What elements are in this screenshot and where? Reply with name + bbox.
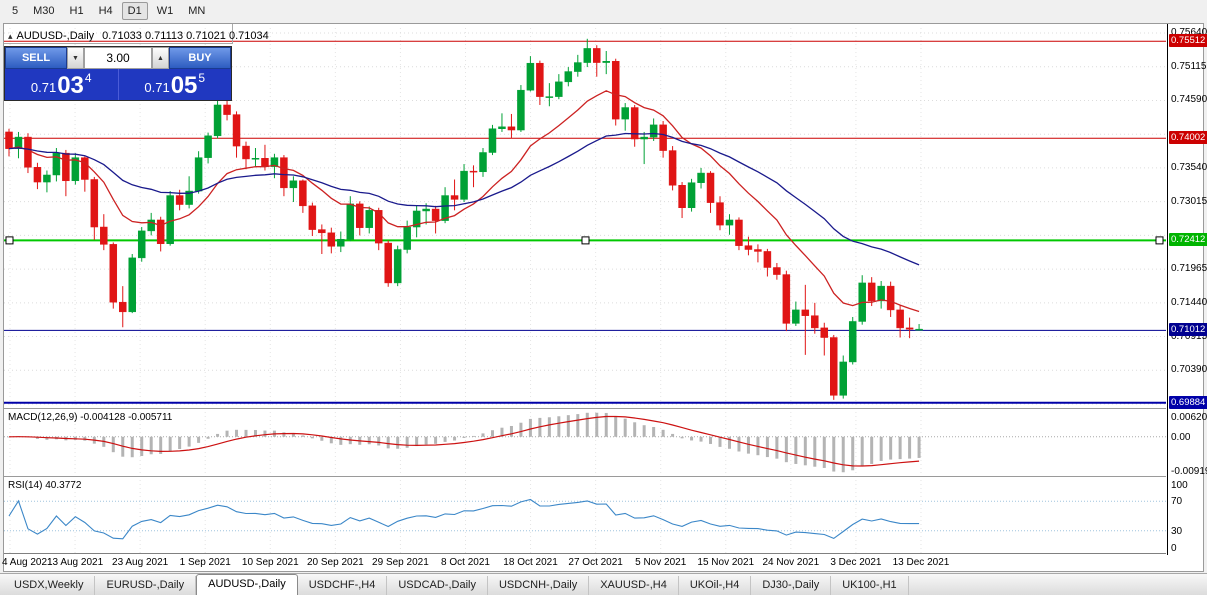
timeframe-button-m30[interactable]: M30: [33, 5, 55, 17]
sell-price-big-digits: 03: [57, 72, 84, 99]
price-axis-label: 0.70915: [1171, 330, 1207, 342]
date-axis-label: 8 Oct 2021: [441, 557, 490, 568]
date-axis-label: 3 Dec 2021: [830, 557, 882, 568]
price-axis-label: 0.70390: [1171, 364, 1207, 376]
chart-tab-ukoil-h4[interactable]: UKOil-,H4: [679, 576, 752, 595]
timeframe-button-w1[interactable]: W1: [156, 5, 174, 17]
chart-tab-usdchf-h4[interactable]: USDCHF-,H4: [298, 576, 388, 595]
rsi-axis-label: 0: [1171, 543, 1177, 554]
macd-axis-label: 0.006201: [1171, 412, 1207, 423]
rsi-axis-label: 70: [1171, 496, 1183, 508]
buy-price-prefix: 0.71: [144, 80, 170, 95]
date-axis-label: 5 Nov 2021: [635, 557, 687, 568]
chart-title: ▴ AUDUSD-,Daily 0.71033 0.71113 0.71021 0.…: [8, 30, 269, 42]
volume-increase-button[interactable]: ▲: [152, 47, 169, 69]
timeframe-button-5[interactable]: 5: [12, 5, 19, 17]
sell-price-pip-digit: 4: [84, 71, 92, 85]
rsi-indicator-label: RSI(14) 40.3772: [8, 480, 82, 491]
sell-price-prefix: 0.71: [30, 80, 57, 95]
date-axis-label: 27 Oct 2021: [568, 557, 623, 568]
buy-price-pip-digit: 5: [198, 71, 206, 85]
volume-input[interactable]: [85, 48, 151, 68]
price-level-badge: 0.75512: [1169, 34, 1207, 48]
macd-indicator-label: MACD(12,26,9) -0.004128 -0.005711: [8, 412, 173, 423]
chart-tab-audusd-daily[interactable]: AUDUSD-,Daily: [196, 574, 298, 595]
timeframe-button-mn[interactable]: MN: [188, 5, 206, 17]
chart-tab-usdcad-daily[interactable]: USDCAD-,Daily: [387, 576, 488, 595]
date-axis-label: 24 Nov 2021: [762, 557, 820, 568]
chart-tab-xauusd-h4[interactable]: XAUUSD-,H4: [589, 576, 679, 595]
chart-tab-bar: USDX,Weekly EURUSD-,Daily AUDUSD-,Daily USD…: [0, 573, 1207, 595]
price-axis-label: 0.75115: [1171, 60, 1207, 72]
price-axis-separator: [1167, 24, 1168, 555]
timeframe-button-d1[interactable]: D1: [121, 2, 148, 20]
price-axis-label: 0.71440: [1171, 296, 1207, 308]
sell-price-display[interactable]: 0.71 03 4: [5, 69, 118, 100]
buy-button[interactable]: BUY: [169, 47, 231, 69]
volume-decrease-button[interactable]: ▼: [67, 47, 84, 69]
rsi-axis-label: 30: [1171, 525, 1183, 537]
price-level-badge: 0.72412: [1169, 233, 1207, 247]
chart-tab-eurusd-daily[interactable]: EURUSD-,Daily: [95, 576, 197, 595]
date-axis-label: 15 Nov 2021: [697, 557, 755, 568]
price-axis-label: 0.73015: [1171, 195, 1207, 207]
chart-tab-uk100-h1[interactable]: UK100-,H1: [831, 576, 909, 595]
date-axis-label: 29 Sep 2021: [372, 557, 429, 568]
price-axis-label: 0.74590: [1171, 94, 1207, 106]
date-axis-label: 13 Aug 2021: [46, 557, 104, 568]
rsi-axis-label: 100: [1171, 480, 1188, 491]
price-level-badge: 0.71012: [1169, 323, 1207, 337]
sell-button[interactable]: SELL: [5, 47, 67, 69]
timeframe-button-h4[interactable]: H4: [98, 5, 113, 17]
chart-canvas[interactable]: [4, 28, 1166, 554]
chart-tab-dj30-daily[interactable]: DJ30-,Daily: [751, 576, 832, 595]
timeframe-toolbar: 5 M30 H1 H4 D1 W1 MN: [0, 0, 1207, 22]
price-axis-label: 0.73540: [1171, 161, 1207, 173]
price-axis-label: 0.75640: [1171, 27, 1207, 38]
date-axis-label: 18 Oct 2021: [503, 557, 558, 568]
date-axis-label: 20 Sep 2021: [306, 557, 364, 568]
symbol-info-box: [4, 24, 233, 44]
price-axis-label: 0.71965: [1171, 263, 1207, 275]
one-click-trading-panel: SELL ▼ ▲ BUY 0.71 03 4 0.71 05 5: [4, 46, 232, 101]
chart-tab-usdx-weekly[interactable]: USDX,Weekly: [3, 576, 96, 595]
price-level-badge: 0.69884: [1169, 395, 1207, 409]
buy-price-big-digits: 05: [170, 72, 198, 99]
collapse-panel-icon[interactable]: ▴: [8, 31, 13, 41]
date-axis-label: 1 Sep 2021: [179, 557, 231, 568]
ohlc-values: 0.71033 0.71113 0.71021 0.71034: [102, 30, 269, 42]
macd-axis-label: 0.00: [1171, 431, 1191, 443]
symbol-name: AUDUSD-,Daily: [16, 30, 95, 42]
date-axis-label: 13 Dec 2021: [892, 557, 950, 568]
date-axis-label: 10 Sep 2021: [241, 557, 299, 568]
date-axis-label: 4 Aug 2021: [2, 557, 53, 568]
chart-background: [3, 23, 1204, 572]
macd-axis-label: -0.00919: [1171, 466, 1207, 477]
price-level-badge: 0.74002: [1169, 131, 1207, 145]
buy-price-display[interactable]: 0.71 05 5: [117, 69, 232, 100]
chart-tab-usdcnh-daily[interactable]: USDCNH-,Daily: [488, 576, 590, 595]
date-axis-label: 23 Aug 2021: [112, 557, 169, 568]
timeframe-button-h1[interactable]: H1: [69, 5, 84, 17]
